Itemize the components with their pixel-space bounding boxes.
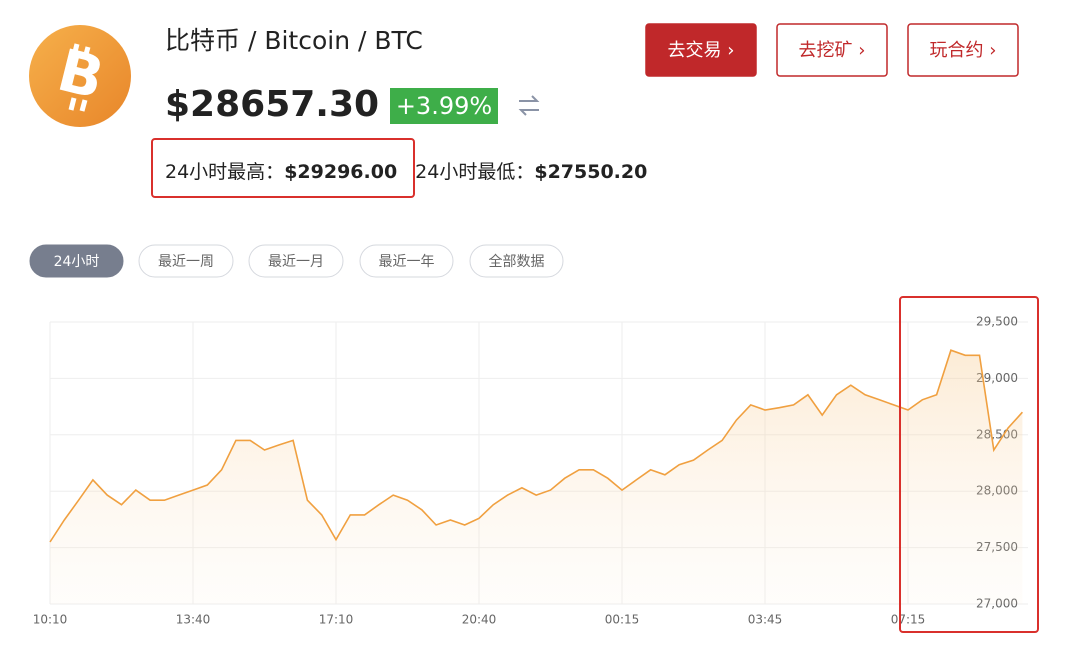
high-low: 24小时最高：$29296.00 24小时最低：$27550.20 (165, 161, 647, 183)
change-badge (390, 88, 498, 124)
price-line (49, 349, 1023, 543)
high-value: $29296.00 (284, 161, 397, 183)
x-tick-label: 20:40 (462, 613, 497, 627)
tab-label[interactable]: 24小时 (54, 254, 100, 270)
tab-label[interactable]: 最近一月 (268, 254, 324, 270)
tab[interactable] (469, 244, 564, 278)
highlight-box (151, 138, 415, 198)
x-tick-label: 17:10 (319, 613, 354, 627)
area (50, 350, 1023, 604)
high-label: 24小时最高： (165, 161, 284, 183)
low-value: $27550.20 (534, 161, 647, 183)
refresh-icon[interactable] (518, 95, 540, 116)
x-tick-label: 07:15 (891, 613, 926, 627)
y-tick-label: 29,000 (976, 371, 1018, 385)
tab[interactable] (29, 244, 124, 278)
button-label[interactable]: 玩合约 › (930, 40, 997, 61)
price: $28657.30 (165, 84, 379, 125)
button-label[interactable]: 去交易 › (668, 40, 735, 61)
y-tick-label: 29,500 (976, 315, 1018, 329)
coin-title: 比特币 / Bitcoin / BTC (165, 26, 423, 55)
button[interactable] (645, 23, 757, 77)
tab-label[interactable]: 全部数据 (489, 253, 545, 270)
tab-label[interactable]: 最近一年 (379, 254, 435, 270)
x-tick-label: 03:45 (748, 613, 783, 627)
x-tick-label: 10:10 (33, 613, 68, 627)
logo: B (29, 25, 131, 127)
button-label[interactable]: 去挖矿 › (799, 40, 866, 61)
tab-label[interactable]: 最近一周 (158, 254, 214, 270)
x-tick-label: 00:15 (605, 613, 640, 627)
highlight-box (899, 296, 1039, 633)
low-label: 24小时最低： (415, 161, 534, 183)
tab[interactable] (359, 244, 454, 278)
tab[interactable] (248, 244, 344, 278)
button[interactable] (907, 23, 1019, 77)
tab[interactable] (138, 244, 234, 278)
x-tick-label: 13:40 (176, 613, 211, 627)
change: +3.99% (396, 92, 492, 120)
button[interactable] (776, 23, 888, 77)
